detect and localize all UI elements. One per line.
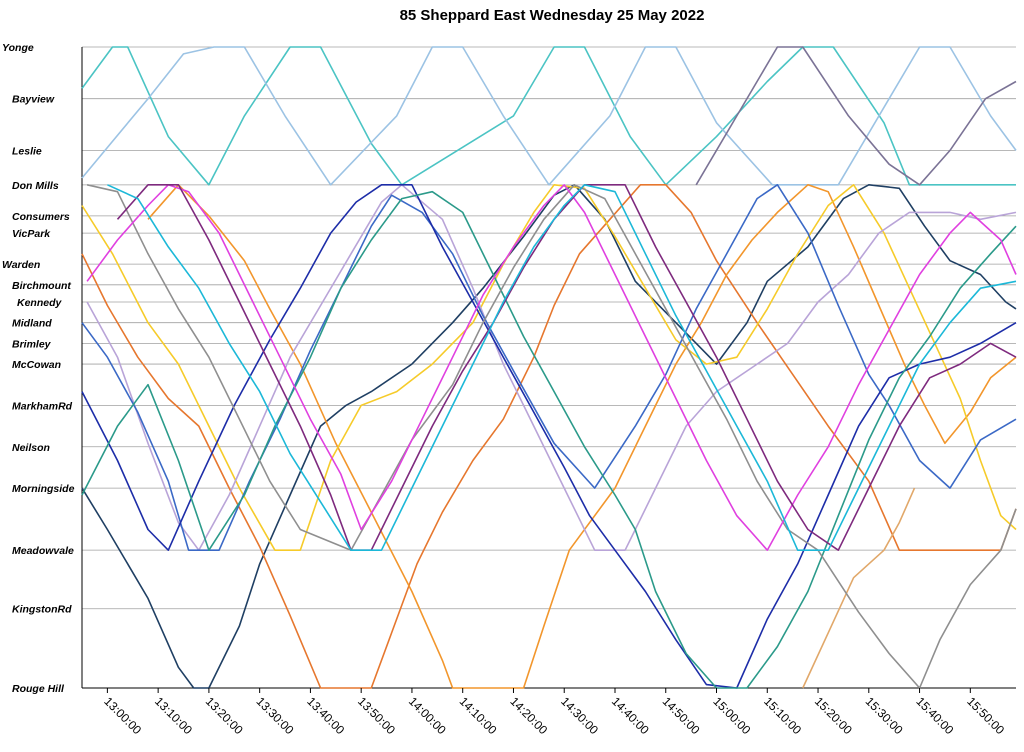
stop-label: Neilson <box>12 442 50 454</box>
x-tick-label: 14:00:00 <box>406 694 449 737</box>
x-tick-label: 15:20:00 <box>812 694 855 737</box>
trip-line <box>116 184 1017 551</box>
trip-line <box>107 184 1017 551</box>
stop-label: Consumers <box>12 211 70 223</box>
x-tick-label: 15:00:00 <box>710 694 753 737</box>
x-tick-label: 15:50:00 <box>964 694 1007 737</box>
stop-label: Yonge <box>2 42 34 54</box>
stop-label: Morningside <box>12 483 75 495</box>
stop-label: McCowan <box>12 359 61 371</box>
x-tick-label: 13:10:00 <box>152 694 195 737</box>
x-tick-label: 15:40:00 <box>913 694 956 737</box>
stop-label: KingstonRd <box>12 604 72 616</box>
stop-label: Don Mills <box>12 180 59 192</box>
trip-line <box>81 46 1016 186</box>
stop-label: Birchmount <box>12 280 71 292</box>
x-tick-label: 14:20:00 <box>507 694 550 737</box>
chart-title: 85 Sheppard East Wednesday 25 May 2022 <box>400 7 705 24</box>
trip-line <box>81 46 1017 186</box>
trip-line <box>86 184 1017 689</box>
x-tick-label: 13:30:00 <box>254 694 297 737</box>
x-axis-ticks: 13:00:00 13:10:00 13:20:00 13:30:00 13:40:00… <box>101 688 1007 737</box>
stop-label: Warden <box>2 259 40 271</box>
x-tick-label: 15:10:00 <box>761 694 804 737</box>
trip-line <box>81 184 1017 551</box>
trip-line <box>86 184 1017 551</box>
x-tick-label: 15:30:00 <box>863 694 906 737</box>
bus-trips <box>81 46 1017 689</box>
x-tick-label: 14:30:00 <box>558 694 601 737</box>
stop-label: Leslie <box>12 145 42 157</box>
x-tick-label: 13:00:00 <box>101 694 144 737</box>
trip-line <box>81 184 1017 551</box>
trip-line <box>147 184 1017 689</box>
x-tick-label: 14:50:00 <box>660 694 703 737</box>
x-tick-label: 13:50:00 <box>355 694 398 737</box>
stop-label: Meadowvale <box>12 545 74 557</box>
stop-label: MarkhamRd <box>12 400 73 412</box>
trip-line <box>695 46 1017 186</box>
stop-label: Rouge Hill <box>12 683 65 695</box>
stop-label: VicPark <box>12 228 51 240</box>
trip-line <box>86 184 1017 551</box>
stop-label: Bayview <box>12 94 55 106</box>
trip-line <box>81 184 1017 689</box>
x-tick-label: 14:10:00 <box>457 694 500 737</box>
gridlines <box>81 46 1016 689</box>
trip-line <box>81 190 1017 689</box>
x-tick-label: 14:40:00 <box>609 694 652 737</box>
stop-label: Midland <box>12 318 52 330</box>
trip-line <box>802 487 916 689</box>
x-tick-label: 13:40:00 <box>304 694 347 737</box>
stop-label: Brimley <box>12 338 52 350</box>
x-tick-label: 13:20:00 <box>203 694 246 737</box>
trip-line <box>81 184 1017 689</box>
stop-label: Kennedy <box>17 297 63 309</box>
stop-labels: Yonge Bayview Leslie Don Mills Consumers VicP… <box>2 42 75 695</box>
